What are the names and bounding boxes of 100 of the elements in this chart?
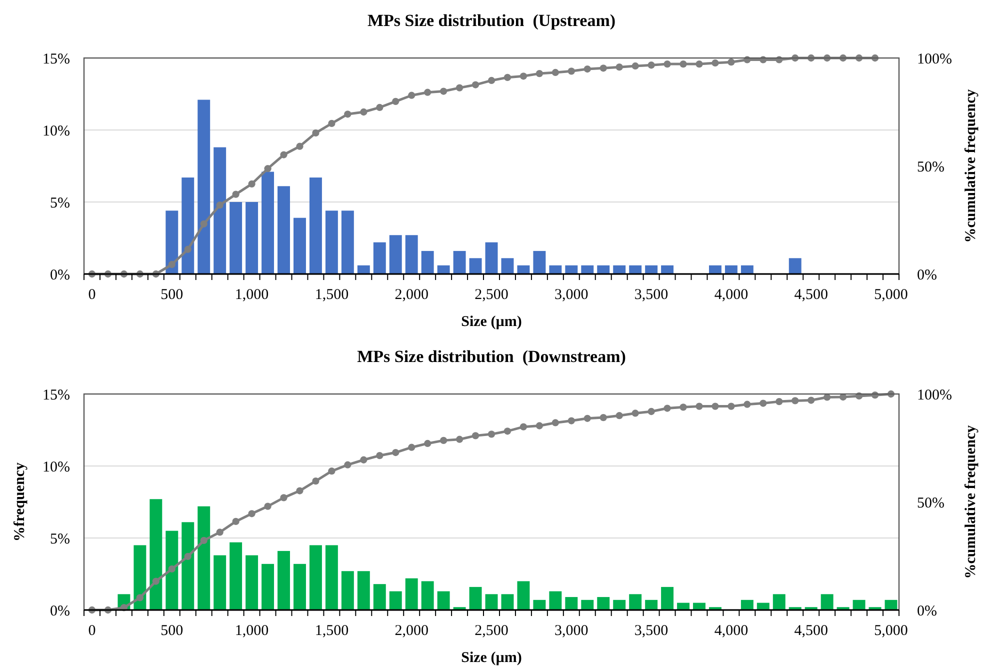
point bbox=[808, 396, 815, 404]
chart-title: MPs Size distribution (Downstream) bbox=[357, 347, 626, 366]
chart-title: MPs Size distribution (Upstream) bbox=[367, 11, 616, 30]
bar bbox=[437, 591, 450, 610]
point bbox=[376, 104, 384, 112]
bar bbox=[373, 242, 386, 274]
y-tick-label: 15% bbox=[42, 387, 70, 404]
y-tick-label: 10% bbox=[42, 123, 70, 140]
bar bbox=[597, 265, 610, 274]
point bbox=[712, 59, 719, 67]
bar bbox=[788, 258, 802, 274]
point bbox=[280, 151, 288, 158]
bar bbox=[469, 258, 482, 274]
point bbox=[552, 68, 559, 76]
point bbox=[456, 436, 464, 443]
point bbox=[344, 461, 352, 468]
point bbox=[392, 98, 400, 105]
bar bbox=[357, 265, 370, 274]
x-tick-label: 4,000 bbox=[714, 287, 748, 303]
bar bbox=[581, 265, 594, 274]
bar bbox=[485, 594, 498, 610]
bar bbox=[437, 265, 450, 274]
bar bbox=[198, 100, 210, 274]
point bbox=[584, 414, 591, 422]
point bbox=[312, 129, 320, 137]
bar bbox=[533, 600, 546, 610]
point bbox=[504, 428, 512, 435]
bar bbox=[677, 602, 690, 610]
bar bbox=[198, 506, 210, 610]
point bbox=[264, 502, 272, 510]
x-tick-label: 3,000 bbox=[554, 623, 588, 639]
point bbox=[824, 394, 831, 401]
point bbox=[536, 422, 544, 430]
bar bbox=[341, 571, 354, 610]
bar bbox=[740, 600, 754, 610]
point bbox=[440, 436, 448, 444]
bar bbox=[740, 265, 754, 274]
point bbox=[408, 444, 416, 451]
bar bbox=[246, 555, 258, 610]
point bbox=[792, 397, 799, 404]
point bbox=[472, 81, 480, 88]
y2-tick-label: 100% bbox=[917, 387, 952, 404]
point bbox=[360, 108, 368, 116]
bar bbox=[501, 258, 514, 274]
point bbox=[696, 60, 703, 68]
bar bbox=[357, 571, 370, 610]
bar bbox=[325, 210, 338, 274]
point bbox=[200, 220, 208, 228]
x-tick-label: 5,000 bbox=[874, 287, 908, 303]
bar bbox=[661, 586, 674, 610]
bar bbox=[294, 218, 306, 274]
point bbox=[392, 448, 400, 456]
bar bbox=[565, 597, 578, 610]
x-axis-title: Size (µm) bbox=[461, 650, 522, 666]
point bbox=[232, 518, 240, 525]
bar bbox=[453, 250, 466, 274]
point bbox=[424, 88, 432, 96]
point bbox=[152, 578, 160, 585]
point bbox=[232, 190, 240, 198]
bar bbox=[262, 172, 274, 274]
bar bbox=[182, 522, 194, 610]
bar bbox=[166, 210, 178, 274]
point bbox=[776, 398, 783, 406]
bar bbox=[820, 594, 834, 610]
y2-axis-title: %cumulative frequency bbox=[963, 88, 979, 243]
y-axis-title: %frequency bbox=[12, 462, 28, 542]
bar bbox=[485, 242, 498, 274]
x-axis-title: Size (µm) bbox=[461, 314, 522, 330]
bar bbox=[533, 250, 546, 274]
point bbox=[472, 432, 480, 440]
bar bbox=[517, 581, 530, 610]
point bbox=[520, 423, 528, 430]
bar bbox=[341, 210, 354, 274]
point bbox=[264, 165, 272, 172]
bar bbox=[469, 586, 482, 610]
point bbox=[696, 402, 703, 410]
point bbox=[488, 430, 496, 438]
point bbox=[376, 452, 384, 460]
point bbox=[168, 260, 176, 268]
point bbox=[728, 58, 735, 66]
y-tick-label: 10% bbox=[42, 459, 70, 476]
y-tick-label: 0% bbox=[50, 603, 70, 620]
x-tick-label: 5,000 bbox=[874, 623, 908, 639]
point bbox=[616, 64, 623, 71]
point bbox=[328, 468, 336, 475]
bar bbox=[246, 202, 258, 274]
point bbox=[552, 419, 559, 426]
y2-tick-label: 100% bbox=[917, 51, 952, 68]
point bbox=[680, 60, 687, 68]
y-tick-label: 15% bbox=[42, 51, 70, 68]
bar bbox=[230, 542, 242, 610]
y-tick-label: 5% bbox=[50, 195, 70, 212]
point bbox=[648, 408, 655, 416]
point bbox=[168, 565, 176, 573]
bar bbox=[613, 265, 626, 274]
x-tick-label: 3,000 bbox=[554, 287, 588, 303]
point bbox=[328, 120, 336, 128]
x-tick-label: 2,000 bbox=[394, 623, 428, 639]
bar bbox=[724, 265, 738, 274]
bar bbox=[166, 530, 178, 610]
